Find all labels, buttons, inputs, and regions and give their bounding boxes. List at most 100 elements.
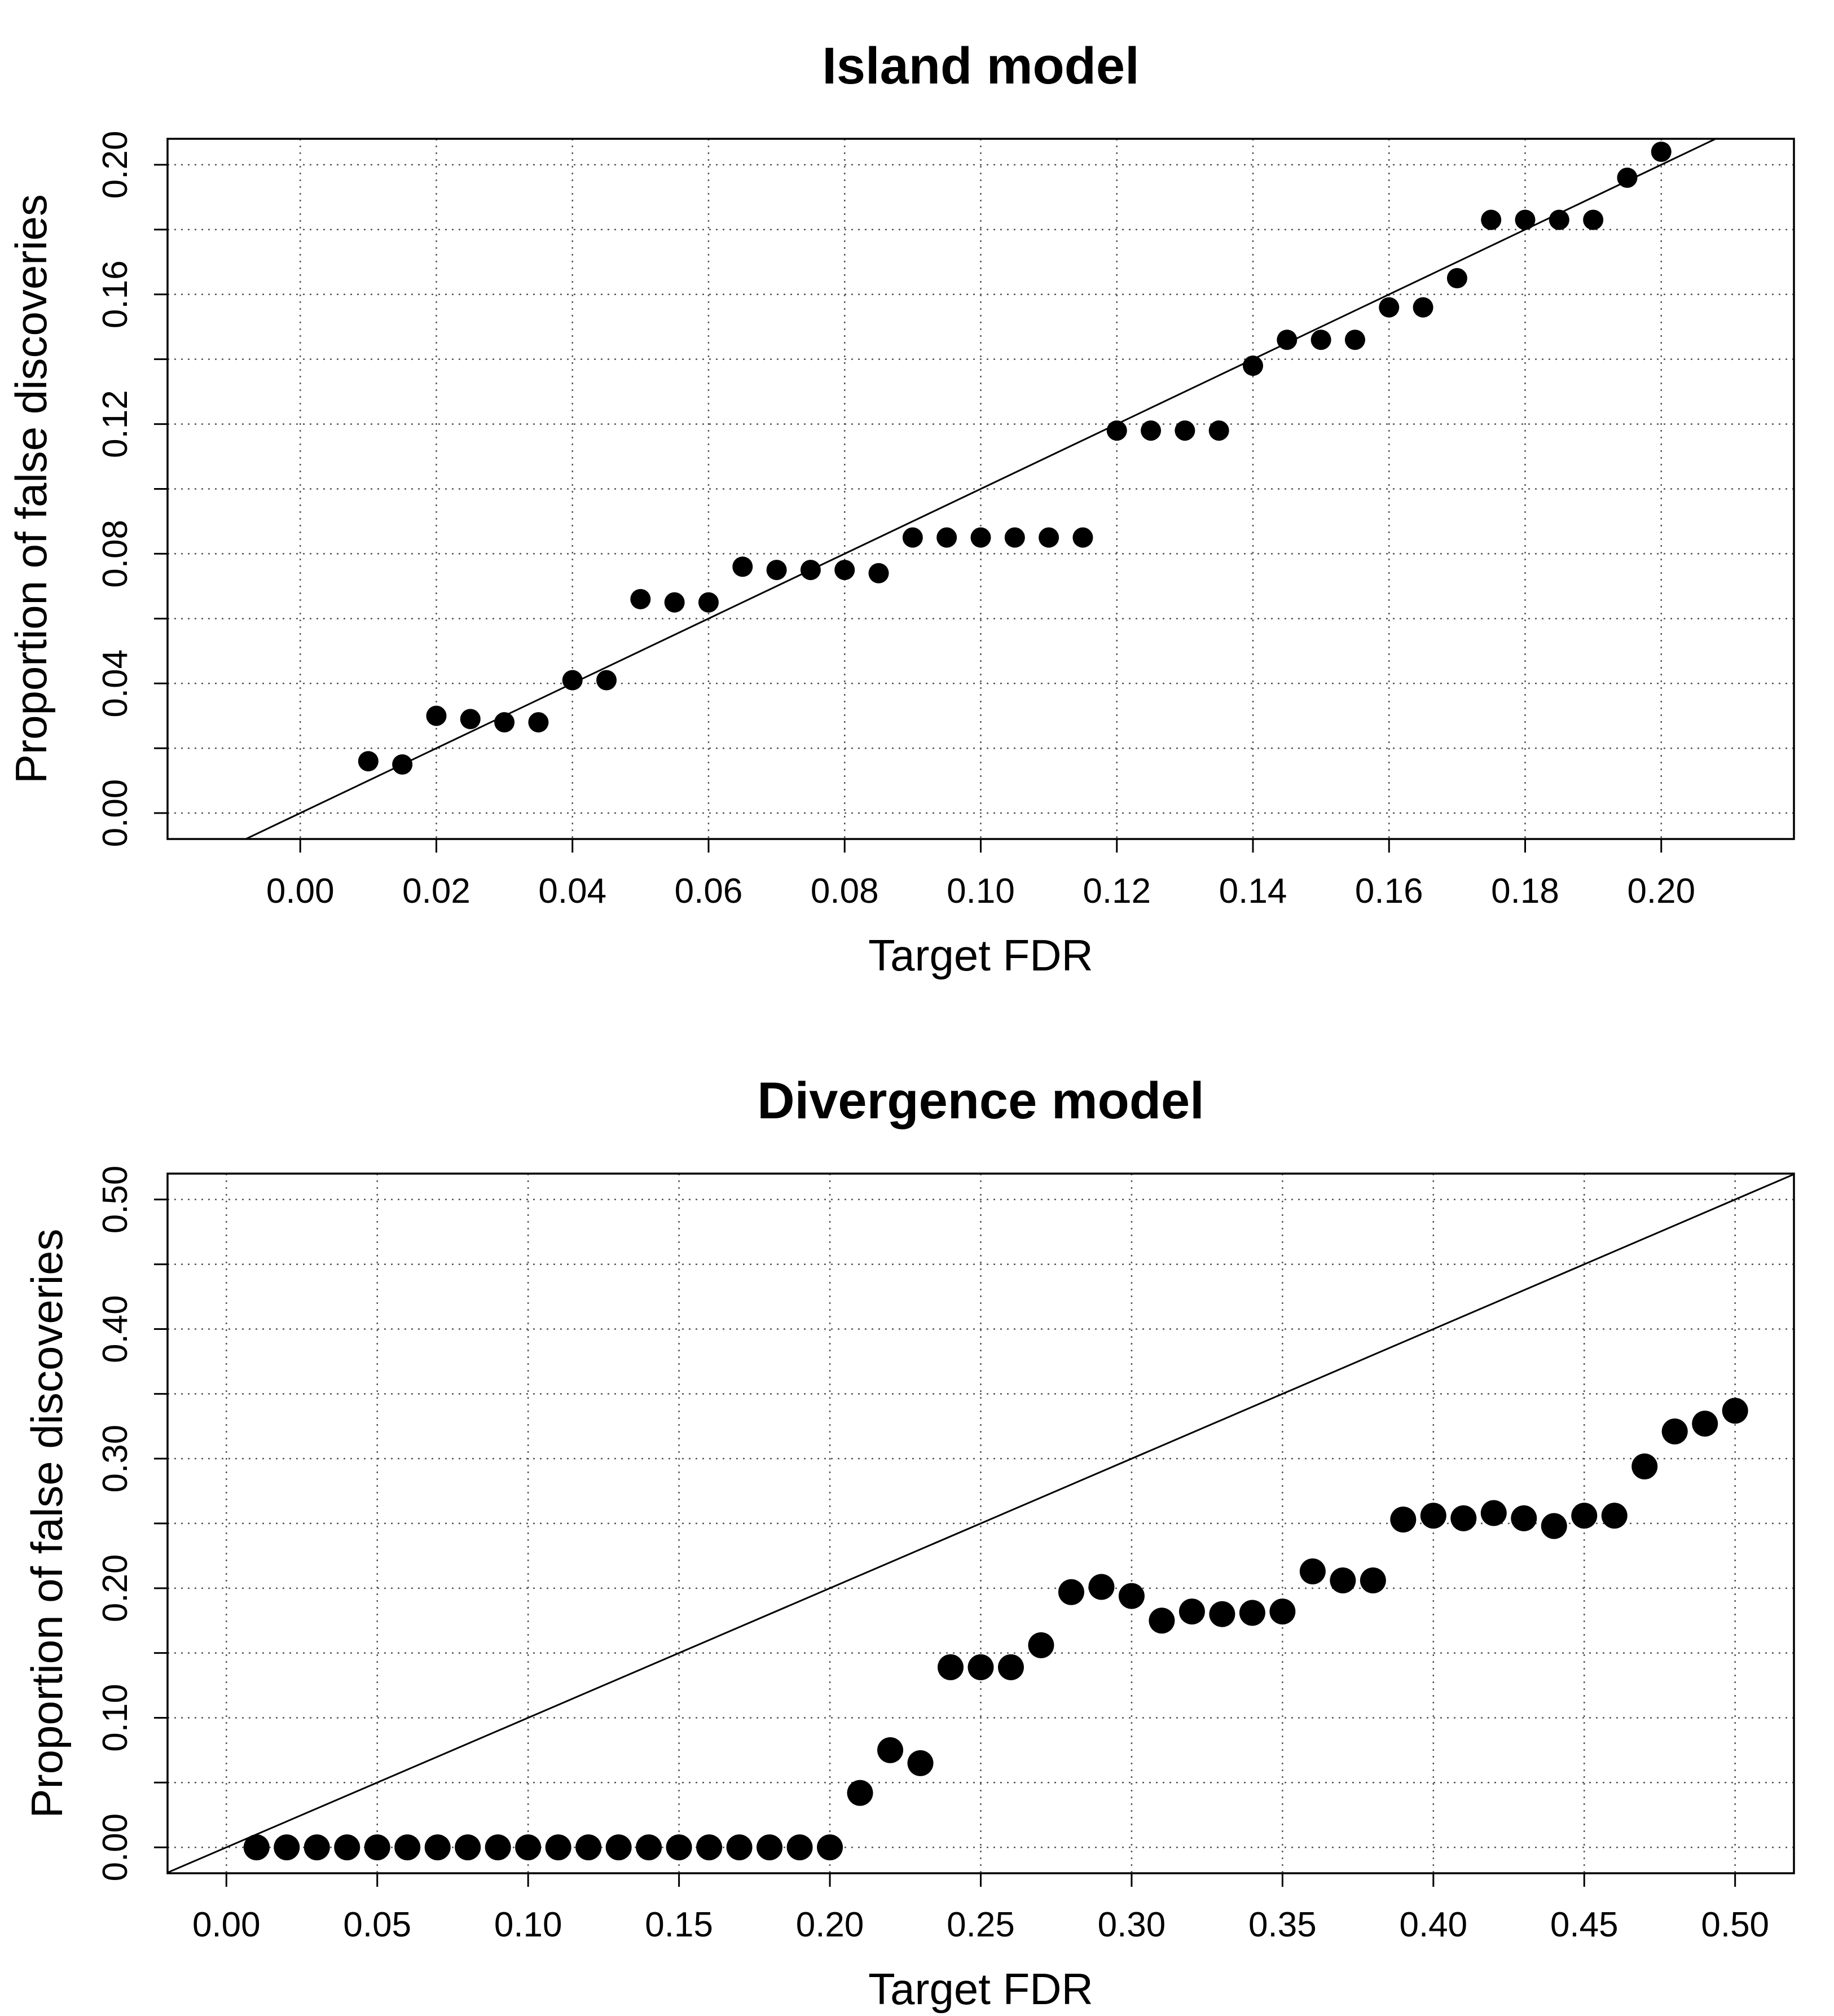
data-point (1277, 330, 1298, 350)
y-tick-label: 0.00 (96, 1813, 135, 1882)
data-point (1209, 1601, 1235, 1627)
y-tick-label: 0.00 (96, 779, 135, 847)
data-point (515, 1834, 542, 1861)
x-axis-label: Target FDR (868, 930, 1093, 980)
data-point (1239, 1600, 1265, 1626)
chart-title: Island model (822, 37, 1139, 95)
data-point (364, 1834, 390, 1861)
data-point (394, 1834, 421, 1861)
data-point (1149, 1607, 1175, 1634)
data-point (868, 563, 889, 583)
data-point (630, 588, 651, 609)
y-tick-label: 0.20 (96, 1554, 135, 1622)
data-point (1299, 1558, 1326, 1584)
x-tick-label: 0.10 (947, 872, 1015, 911)
data-point (243, 1834, 270, 1861)
data-point (1651, 141, 1672, 162)
reference-line (245, 138, 1716, 840)
data-point (1118, 1583, 1145, 1609)
data-point (334, 1834, 360, 1861)
data-point (1106, 420, 1127, 441)
y-axis-label: Proportion of false discoveries (22, 1229, 72, 1819)
data-point (392, 754, 413, 775)
y-tick-label: 0.30 (96, 1425, 135, 1493)
x-tick-label: 0.45 (1550, 1905, 1619, 1944)
data-point (1631, 1453, 1658, 1479)
data-point (1058, 1579, 1084, 1605)
data-point (575, 1834, 602, 1861)
data-point (545, 1834, 571, 1861)
data-point (1088, 1574, 1115, 1600)
y-axis-label: Proportion of false discoveries (6, 194, 56, 784)
data-point (1446, 268, 1467, 289)
y-tick-label: 0.40 (96, 1295, 135, 1363)
data-points (243, 1398, 1748, 1861)
data-point (732, 556, 753, 577)
data-point (664, 592, 685, 613)
data-point (1583, 209, 1604, 230)
data-point (696, 1834, 723, 1861)
data-point (1390, 1506, 1417, 1533)
x-tick-label: 0.16 (1355, 872, 1423, 911)
x-tick-label: 0.35 (1248, 1905, 1317, 1944)
data-point (1480, 1500, 1507, 1526)
data-point (1039, 527, 1059, 548)
x-tick-label: 0.50 (1701, 1905, 1769, 1944)
data-point (1511, 1505, 1537, 1531)
x-tick-label: 0.02 (402, 872, 470, 911)
data-point (1330, 1567, 1356, 1594)
data-point (1072, 527, 1093, 548)
chart-panel-1: 0.00 0.02 0.04 0.06 0.08 0.10 0.12 0.14 0.16 0.18… (6, 37, 1795, 980)
data-point (596, 670, 617, 691)
data-point (1601, 1503, 1628, 1529)
data-point (938, 1654, 964, 1680)
y-tick-label: 0.10 (96, 1684, 135, 1752)
y-tick-label: 0.50 (96, 1166, 135, 1234)
data-point (1004, 527, 1025, 548)
grid (168, 1174, 1794, 1873)
data-point (786, 1834, 813, 1861)
chart-title: Divergence model (757, 1072, 1204, 1130)
x-tick-label: 0.00 (192, 1905, 261, 1944)
x-tick-label: 0.05 (343, 1905, 411, 1944)
x-axis-label: Target FDR (868, 1964, 1093, 2014)
data-point (1420, 1503, 1446, 1529)
data-point (636, 1834, 662, 1861)
data-point (1541, 1513, 1567, 1539)
data-point (817, 1834, 843, 1861)
data-point (698, 592, 719, 613)
data-point (1379, 297, 1400, 318)
x-tick-label: 0.25 (947, 1905, 1015, 1944)
x-tick-label: 0.20 (1627, 872, 1695, 911)
data-point (970, 527, 991, 548)
data-point (800, 560, 821, 581)
data-point (1178, 1598, 1205, 1625)
data-points (358, 141, 1672, 775)
data-point (455, 1834, 481, 1861)
y-tick-label: 0.12 (96, 390, 135, 458)
data-point (1269, 1598, 1296, 1625)
data-point (1243, 355, 1264, 376)
data-point (460, 709, 481, 730)
x-tick-label: 0.08 (811, 872, 879, 911)
data-point (1515, 209, 1536, 230)
data-point (847, 1780, 873, 1806)
data-point (1617, 167, 1638, 188)
data-point (766, 560, 787, 581)
x-tick-label: 0.14 (1219, 872, 1287, 911)
x-tick-label: 0.04 (538, 872, 606, 911)
data-point (1722, 1398, 1748, 1424)
x-tick-label: 0.20 (796, 1905, 864, 1944)
data-point (1310, 330, 1331, 350)
chart-panel-2: 0.00 0.05 0.10 0.15 0.20 0.25 0.30 0.35 0.40 0.45… (22, 1072, 1795, 2014)
data-point (528, 712, 549, 733)
x-tick-label: 0.40 (1399, 1905, 1467, 1944)
data-point (358, 751, 379, 772)
data-point (1344, 330, 1365, 350)
data-point (1413, 297, 1433, 318)
data-point (1481, 209, 1502, 230)
data-point (726, 1834, 753, 1861)
y-tick-label: 0.20 (96, 131, 135, 199)
data-point (997, 1654, 1024, 1680)
